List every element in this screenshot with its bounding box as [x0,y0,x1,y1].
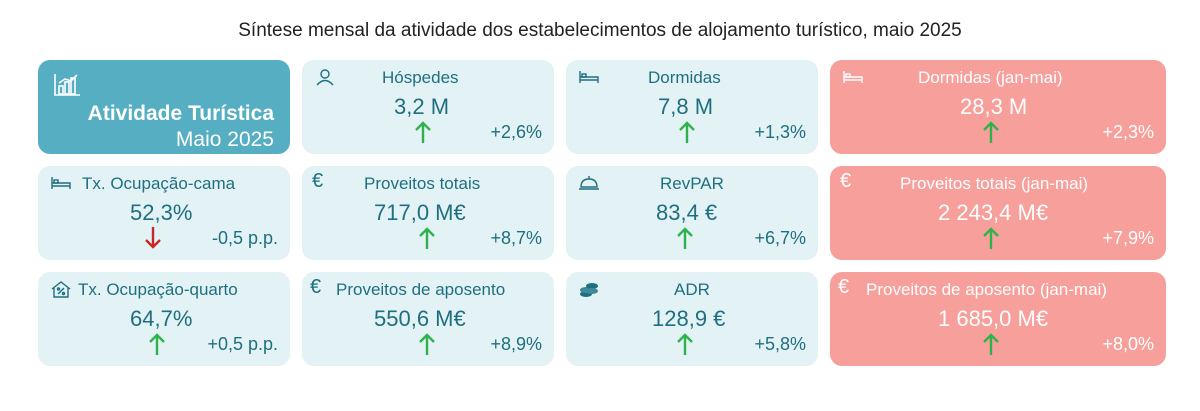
kpi-change: +2,6% [490,122,542,142]
kpi-label: Proveitos totais [364,174,481,193]
up-arrow-icon [418,226,436,250]
kpi-card-ytd: € Proveitos totais (jan-mai) 2 243,4 M€ … [830,166,1166,260]
kpi-change: +8,0% [1102,334,1154,354]
kpi-label: Dormidas [648,68,721,87]
euro-icon: € [838,276,850,298]
kpi-change: -0,5 p.p. [211,228,278,248]
up-arrow-icon [676,332,694,356]
hero-card: Atividade Turística Maio 2025 [38,60,290,154]
house-percent-icon [50,280,72,298]
coins-icon [578,280,600,298]
hero-title: Atividade Turística [87,102,274,125]
person-icon [314,68,336,86]
kpi-change: +8,9% [490,334,542,354]
kpi-label: Proveitos de aposento [336,280,506,299]
euro-icon: € [310,276,322,298]
kpi-change: +1,3% [754,122,806,142]
bed-icon [842,68,864,86]
kpi-value: 64,7% [130,306,193,331]
up-arrow-icon [676,226,694,250]
kpi-card-ytd: € Proveitos de aposento (jan-mai) 1 685,… [830,272,1166,366]
kpi-label: RevPAR [660,174,724,193]
kpi-card-ytd: Dormidas (jan-mai) 28,3 M +2,3% [830,60,1166,154]
kpi-value: 717,0 M€ [374,200,466,225]
kpi-label: Proveitos de aposento (jan-mai) [866,280,1107,299]
kpi-value: 3,2 M [394,94,450,119]
kpi-change: +6,7% [754,228,806,248]
kpi-change: +0,5 p.p. [207,334,278,354]
kpi-card: Hóspedes 3,2 M +2,6% [302,60,554,154]
kpi-value: 2 243,4 M€ [938,200,1049,225]
euro-icon: € [312,170,324,192]
kpi-change: +2,3% [1102,122,1154,142]
bed-icon [578,68,600,86]
kpi-value: 28,3 M [960,94,1028,119]
up-arrow-icon [982,226,1000,250]
page-title: Síntese mensal da atividade dos estabele… [238,20,962,41]
service-bell-icon [578,174,600,192]
kpi-value: 7,8 M [658,94,714,119]
kpi-card: € Proveitos totais 717,0 M€ +8,7% [302,166,554,260]
kpi-card: ADR 128,9 € +5,8% [566,272,818,366]
kpi-label: Tx. Ocupação-cama [82,174,236,193]
kpi-value: 83,4 € [656,200,718,225]
kpi-label: Dormidas (jan-mai) [918,68,1063,87]
up-arrow-icon [418,332,436,356]
kpi-label: Hóspedes [382,68,459,87]
kpi-card: € Proveitos de aposento 550,6 M€ +8,9% [302,272,554,366]
bar-chart-icon [52,72,82,98]
kpi-value: 1 685,0 M€ [938,306,1049,331]
kpi-card: Tx. Ocupação-quarto 64,7% +0,5 p.p. [38,272,290,366]
kpi-label: ADR [674,280,710,299]
hero-period: Maio 2025 [175,128,274,151]
kpi-label: Tx. Ocupação-quarto [78,280,238,299]
up-arrow-icon [678,120,696,144]
up-arrow-icon [148,332,166,356]
euro-icon: € [840,170,852,192]
up-arrow-icon [414,120,432,144]
bed-icon [50,174,72,192]
kpi-change: +7,9% [1102,228,1154,248]
kpi-label: Proveitos totais (jan-mai) [900,174,1089,193]
kpi-value: 52,3% [130,200,193,225]
kpi-card: Dormidas 7,8 M +1,3% [566,60,818,154]
down-arrow-icon [144,226,162,250]
kpi-value: 128,9 € [652,306,726,331]
kpi-value: 550,6 M€ [374,306,466,331]
kpi-card: RevPAR 83,4 € +6,7% [566,166,818,260]
kpi-card: Tx. Ocupação-cama 52,3% -0,5 p.p. [38,166,290,260]
up-arrow-icon [982,332,1000,356]
kpi-change: +5,8% [754,334,806,354]
kpi-change: +8,7% [490,228,542,248]
up-arrow-icon [982,120,1000,144]
